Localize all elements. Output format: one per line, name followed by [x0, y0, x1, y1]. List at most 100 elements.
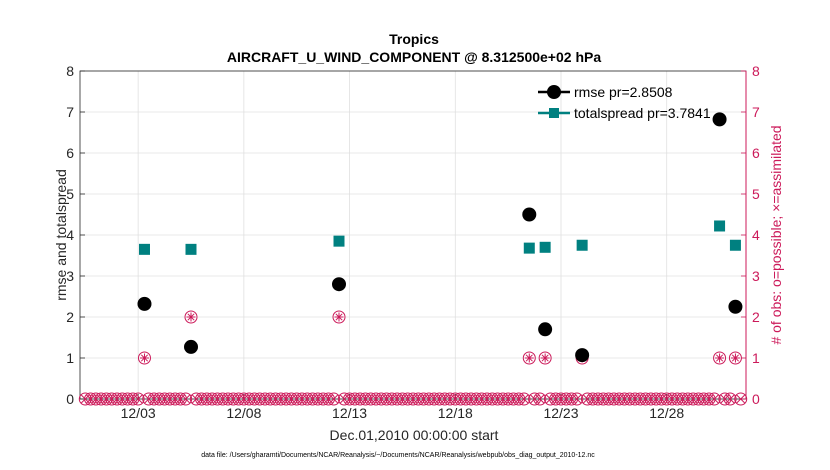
obs-zero-marker	[438, 392, 452, 406]
obs-zero-marker	[311, 392, 325, 406]
obs-zero-marker	[232, 392, 246, 406]
rmse-point	[575, 348, 590, 363]
rmse-point	[522, 207, 537, 222]
obs-zero-marker	[343, 392, 357, 406]
obs-zero-marker	[242, 392, 256, 406]
obs-zero-marker	[623, 392, 637, 406]
obs-zero-marker	[337, 392, 351, 406]
obs-zero-marker	[681, 392, 695, 406]
obs-zero-marker	[321, 392, 335, 406]
y-tick-label-right: 1	[752, 350, 760, 366]
obs-zero-marker	[327, 392, 341, 406]
obs-zero-marker	[639, 392, 653, 406]
obs-count-point-star-d2	[525, 354, 533, 362]
obs-zero-marker	[216, 392, 230, 406]
obs-count-point-circle	[184, 310, 198, 324]
y-tick-label-left: 6	[66, 145, 74, 161]
obs-zero-x-b	[572, 394, 582, 404]
chart-title-line1: Tropics	[389, 31, 439, 47]
y-axis-label-right: # of obs: o=possible; ×=assimilated	[768, 125, 784, 344]
obs-zero-marker	[226, 392, 240, 406]
obs-zero-marker	[142, 392, 156, 406]
obs-zero-marker	[480, 392, 494, 406]
obs-zero-x-b	[329, 394, 339, 404]
obs-zero-marker	[517, 392, 531, 406]
y-tick-label-right: 2	[752, 309, 760, 325]
obs-zero-marker	[121, 392, 135, 406]
obs-zero-marker	[586, 392, 600, 406]
obs-count-point-circle	[332, 310, 346, 324]
obs-zero-marker	[702, 392, 716, 406]
rmse-point	[712, 112, 727, 127]
obs-zero-marker	[528, 392, 542, 406]
y-tick-label-left: 4	[66, 227, 74, 243]
obs-zero-marker	[195, 392, 209, 406]
obs-zero-marker	[454, 392, 468, 406]
y-tick-label-left: 7	[66, 104, 74, 120]
obs-zero-marker	[168, 392, 182, 406]
obs-zero-marker	[485, 392, 499, 406]
obs-zero-marker	[89, 392, 103, 406]
obs-zero-x-b	[709, 394, 719, 404]
obs-count-point-circle	[713, 351, 727, 365]
obs-zero-marker	[395, 392, 409, 406]
obs-zero-marker	[253, 392, 267, 406]
totalspread-point	[138, 243, 150, 255]
obs-zero-marker	[734, 392, 748, 406]
obs-zero-marker	[210, 392, 224, 406]
obs-zero-marker	[670, 392, 684, 406]
obs-zero-marker	[533, 392, 547, 406]
legend-rmse-marker	[547, 85, 561, 99]
obs-zero-marker	[602, 392, 616, 406]
y-tick-label-left: 1	[66, 350, 74, 366]
obs-zero-marker	[427, 392, 441, 406]
obs-zero-marker	[607, 392, 621, 406]
rmse-point	[728, 299, 743, 314]
obs-zero-marker	[390, 392, 404, 406]
obs-zero-marker	[105, 392, 119, 406]
obs-count-point	[137, 351, 151, 365]
x-tick-label: 12/03	[121, 405, 156, 421]
obs-zero-marker	[612, 392, 626, 406]
obs-count-point	[538, 351, 552, 365]
obs-count-point-circle	[728, 351, 742, 365]
obs-zero-marker	[496, 392, 510, 406]
obs-zero-marker	[380, 392, 394, 406]
obs-zero-marker	[596, 392, 610, 406]
obs-zero-marker	[374, 392, 388, 406]
obs-zero-marker	[512, 392, 526, 406]
obs-zero-marker	[406, 392, 420, 406]
obs-zero-marker	[179, 392, 193, 406]
obs-zero-marker	[316, 392, 330, 406]
obs-zero-marker	[411, 392, 425, 406]
obs-zero-marker	[443, 392, 457, 406]
obs-count-point	[522, 351, 536, 365]
obs-zero-marker	[633, 392, 647, 406]
legend-rmse-label: rmse pr=2.8508	[574, 84, 673, 100]
obs-zero-marker	[591, 392, 605, 406]
obs-count-point-circle	[538, 351, 552, 365]
y-tick-label-right: 8	[752, 63, 760, 79]
obs-zero-marker	[617, 392, 631, 406]
totalspread-point	[523, 242, 535, 254]
obs-zero-marker	[131, 392, 145, 406]
obs-zero-marker	[686, 392, 700, 406]
y-tick-label-right: 5	[752, 186, 760, 202]
obs-zero-x-b	[736, 394, 746, 404]
obs-zero-x-b	[725, 394, 735, 404]
obs-zero-marker	[501, 392, 515, 406]
obs-zero-marker	[263, 392, 277, 406]
obs-zero-marker	[200, 392, 214, 406]
totalspread-point	[576, 239, 588, 251]
obs-zero-marker	[432, 392, 446, 406]
x-tick-label: 12/28	[649, 405, 684, 421]
obs-zero-marker	[464, 392, 478, 406]
y-tick-label-left: 2	[66, 309, 74, 325]
totalspread-point	[333, 235, 345, 247]
obs-zero-marker	[549, 392, 563, 406]
obs-zero-x-b	[133, 394, 143, 404]
obs-zero-marker	[269, 392, 283, 406]
totalspread-point	[185, 243, 197, 255]
obs-zero-marker	[78, 392, 92, 406]
